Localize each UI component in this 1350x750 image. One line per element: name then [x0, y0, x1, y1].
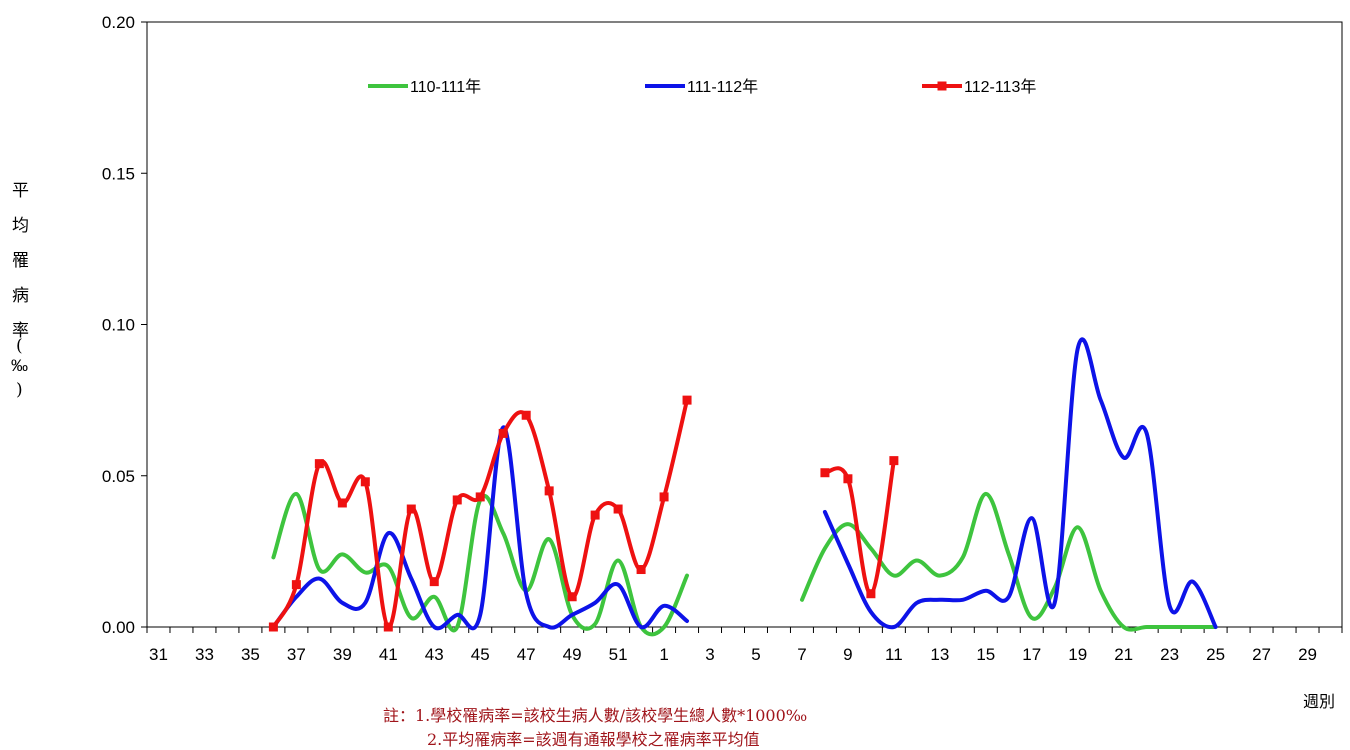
plot-border [146, 21, 1343, 628]
data-point [544, 486, 554, 496]
x-tick-label: 47 [517, 645, 536, 664]
x-tick-label: 23 [1160, 645, 1179, 664]
data-point [452, 495, 462, 505]
data-point [498, 428, 508, 438]
x-tick-label: 45 [471, 645, 490, 664]
data-point [475, 492, 485, 502]
y-axis-title-char: 病 [12, 286, 29, 306]
y-tick-label: 0.05 [102, 467, 135, 486]
data-point [613, 504, 623, 514]
data-point [567, 592, 577, 602]
data-point [866, 589, 876, 599]
y-axis-title-char: 平 [12, 181, 29, 201]
x-tick-label: 9 [843, 645, 852, 664]
legend-item: 110-111年 [368, 78, 481, 96]
x-tick-label: 39 [333, 645, 352, 664]
data-point [521, 410, 531, 420]
data-point [843, 474, 853, 484]
data-point [429, 577, 439, 587]
y-axis-title-char: 均 [12, 216, 29, 236]
data-point [406, 504, 416, 514]
x-tick-label: 1 [659, 645, 668, 664]
x-tick-label: 29 [1298, 645, 1317, 664]
x-tick-label: 51 [609, 645, 628, 664]
series-line [822, 337, 1218, 630]
x-axis: 31 33 35 37 39 41 43 45 47 49 51 1 3 5 7 9 11 13 15 17 19 21 2… [146, 627, 1343, 664]
x-tick-label: 21 [1114, 645, 1133, 664]
legend-marker [937, 81, 947, 91]
series-layer [268, 337, 1218, 637]
y-tick-label: 0.20 [102, 13, 135, 32]
x-tick-label: 11 [885, 645, 903, 664]
data-point [659, 492, 669, 502]
x-tick-label: 25 [1206, 645, 1225, 664]
series-line [822, 458, 896, 596]
x-tick-label: 3 [705, 645, 714, 664]
x-tick-label: 35 [241, 645, 260, 664]
data-point [636, 565, 646, 575]
y-axis: 0.00 0.05 0.10 0.15 0.20 [102, 13, 147, 637]
series-line [271, 425, 689, 631]
data-point [291, 580, 301, 590]
legend: 110-111年 111-112年 112-113年 [368, 78, 1036, 96]
x-tick-label: 17 [1022, 645, 1041, 664]
y-tick-label: 0.00 [102, 618, 135, 637]
series-3 [268, 395, 899, 632]
x-tick-label: 49 [563, 645, 582, 664]
x-tick-label: 41 [379, 645, 398, 664]
data-point [314, 459, 324, 469]
legend-label: 111-112年 [687, 78, 758, 96]
data-point [268, 622, 278, 632]
y-tick-label: 0.10 [102, 316, 135, 335]
x-tick-label: 43 [425, 645, 444, 664]
x-tick-label: 31 [149, 645, 168, 664]
footnote-line-2: 2.平均罹病率=該週有通報學校之罹病率平均值 [427, 730, 760, 749]
y-axis-title-char: ) [16, 380, 23, 400]
data-point [337, 498, 347, 508]
x-tick-label: 27 [1252, 645, 1271, 664]
y-axis-title-char: ‰ [11, 356, 28, 375]
y-tick-label: 0.15 [102, 164, 135, 183]
x-tick-label: 37 [287, 645, 306, 664]
data-point [820, 468, 830, 478]
x-tick-label: 13 [930, 645, 949, 664]
data-point [889, 456, 899, 466]
plot-frame [146, 21, 1343, 628]
x-tick-label: 15 [976, 645, 995, 664]
data-point [360, 477, 370, 487]
x-tick-label: 33 [195, 645, 214, 664]
series-2 [271, 337, 1218, 631]
footnote-line-1: 註：1.學校罹病率=該校生病人數/該校學生總人數*1000‰ [383, 706, 808, 725]
y-axis-title-char: 罹 [12, 251, 29, 271]
legend-item: 112-113年 [922, 78, 1036, 96]
x-tick-label: 19 [1068, 645, 1087, 664]
data-point [383, 622, 393, 632]
x-tick-label: 5 [751, 645, 760, 664]
y-axis-title-char: 率 [12, 321, 29, 341]
legend-label: 112-113年 [964, 78, 1036, 96]
series-line [800, 491, 1218, 632]
legend-item: 111-112年 [645, 78, 758, 96]
x-axis-title: 週別 [1303, 692, 1336, 711]
legend-label: 110-111年 [410, 78, 481, 96]
y-axis-title-char: ( [16, 336, 23, 356]
data-point [682, 395, 692, 405]
x-tick-label: 7 [797, 645, 806, 664]
data-point [590, 510, 600, 520]
